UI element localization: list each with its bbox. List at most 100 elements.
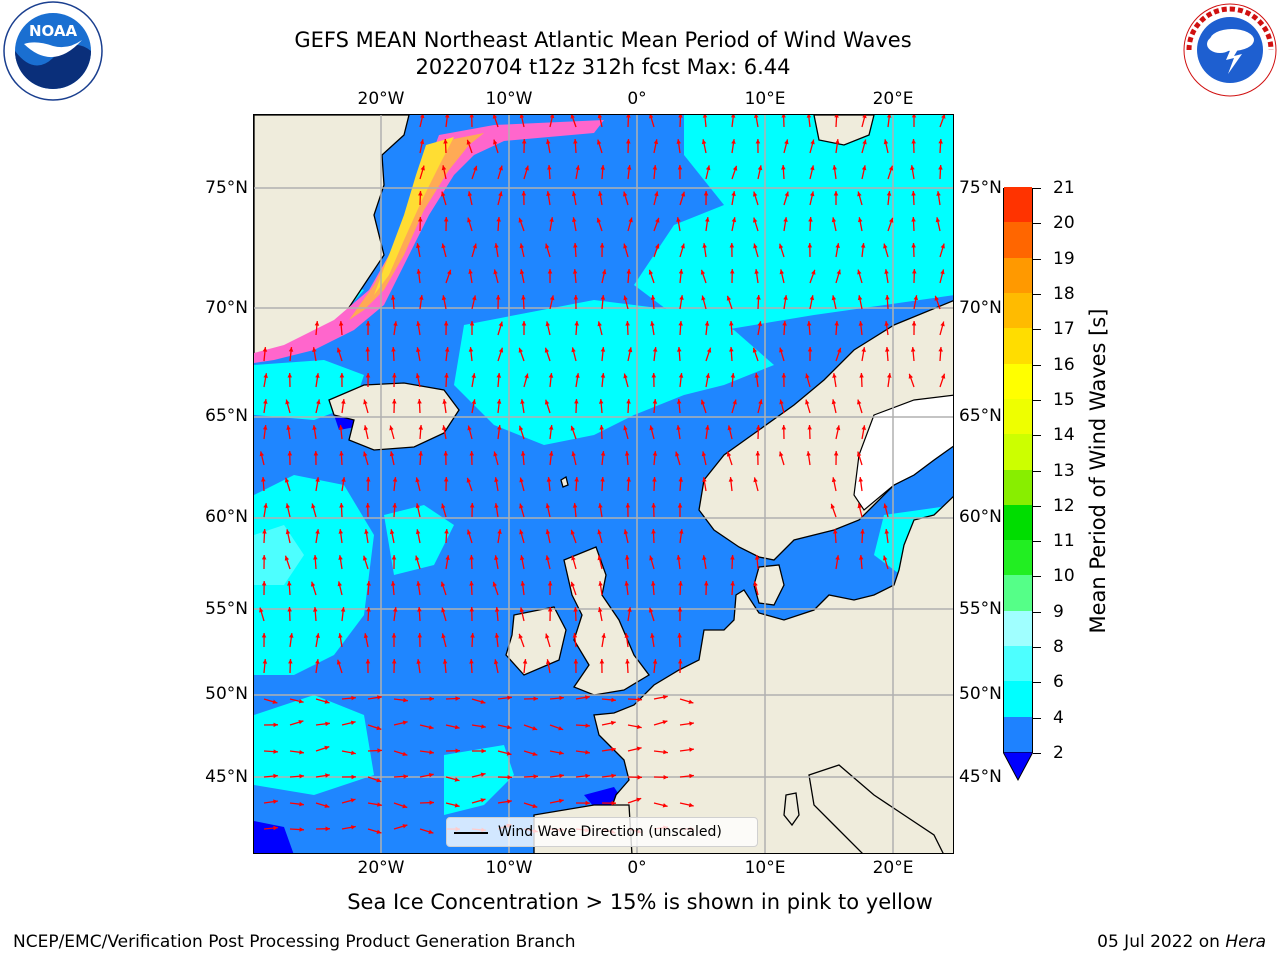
footer-date: 05 Jul 2022 on Hera	[1097, 932, 1266, 952]
wind-wave-arrowhead	[810, 165, 815, 171]
wind-wave-arrowhead	[648, 607, 654, 613]
wind-wave-arrowhead	[467, 425, 472, 431]
wind-wave-arrowhead	[315, 633, 320, 638]
colorbar-tick-mark	[1033, 717, 1041, 719]
wind-wave-arrowhead	[650, 321, 655, 326]
wind-wave-arrowhead	[625, 321, 630, 326]
wind-wave-arrowhead	[521, 295, 526, 300]
lat-tick-right-65n: 65°N	[959, 406, 1002, 426]
wind-wave-arrowhead	[677, 165, 683, 170]
wind-wave-arrowhead	[636, 724, 642, 729]
wind-wave-arrowhead	[338, 555, 343, 560]
wind-wave-arrowhead	[351, 695, 356, 701]
wind-wave-arrowhead	[857, 451, 862, 457]
wind-wave-arrowhead	[573, 295, 579, 300]
wind-wave-arrowhead	[340, 607, 346, 612]
wind-wave-arrowhead	[455, 748, 460, 753]
colorbar-bin	[1004, 645, 1032, 682]
wind-wave-arrowhead	[493, 139, 498, 145]
wind-wave-arrowhead	[936, 191, 941, 196]
colorbar-bin	[1004, 504, 1032, 541]
wind-wave-arrowhead	[835, 139, 840, 144]
wind-wave-arrowhead	[364, 529, 369, 534]
wind-wave-arrowhead	[494, 633, 500, 638]
wind-wave-arrowhead	[861, 425, 866, 430]
wind-wave-arrowhead	[442, 425, 447, 430]
wind-wave-arrowhead	[831, 477, 837, 483]
wind-wave-arrowhead	[416, 243, 421, 248]
wind-wave-arrowhead	[391, 555, 397, 560]
wind-wave-arrowhead	[558, 726, 564, 731]
wind-wave-arrowhead	[455, 696, 460, 701]
wind-wave-arrowhead	[910, 165, 915, 170]
wind-wave-arrowhead	[625, 555, 630, 560]
wind-wave-arrowhead	[469, 581, 474, 586]
wind-wave-arrowhead	[393, 321, 398, 326]
wind-wave-arrowhead	[545, 555, 550, 561]
wind-wave-arrowhead	[940, 243, 945, 249]
wind-wave-arrowhead	[315, 477, 320, 482]
wind-wave-arrowhead	[831, 399, 837, 405]
wind-wave-arrowhead	[416, 269, 422, 274]
wind-wave-arrowhead	[415, 373, 421, 379]
lat-tick-left-65n: 65°N	[205, 406, 248, 426]
wind-wave-arrowhead	[362, 555, 368, 561]
wind-wave-arrowhead	[261, 555, 267, 560]
wind-wave-arrowhead	[416, 581, 421, 586]
wind-wave-arrowhead	[702, 243, 707, 248]
colorbar-bin	[1004, 574, 1032, 611]
wind-wave-arrowhead	[938, 139, 943, 144]
wind-wave-arrowhead	[676, 217, 681, 222]
wind-wave-arrowhead	[678, 321, 683, 326]
wind-wave-arrowhead	[341, 477, 346, 482]
wind-wave-arrowhead	[835, 425, 841, 431]
wind-wave-arrowhead	[272, 699, 278, 704]
wind-wave-arrowhead	[417, 607, 422, 612]
wind-wave-arrowhead	[497, 425, 502, 430]
wind-wave-arrowhead	[883, 503, 888, 509]
wind-wave-arrowhead	[519, 555, 525, 561]
wind-wave-arrowhead	[756, 425, 761, 430]
wind-wave-arrowhead	[834, 321, 839, 326]
wind-wave-arrowhead	[678, 659, 683, 664]
wind-wave-arrowhead	[376, 725, 382, 731]
wind-wave-arrowhead	[324, 803, 330, 808]
wind-wave-arrowhead	[402, 803, 408, 809]
wind-wave-arrowhead	[521, 139, 527, 144]
wind-wave-arrowhead	[655, 243, 660, 249]
wind-wave-arrowhead	[315, 659, 320, 664]
wind-wave-arrowhead	[287, 581, 292, 586]
wind-wave-arrowhead	[637, 775, 642, 780]
wind-wave-arrowhead	[705, 217, 710, 222]
wind-wave-arrowhead	[940, 269, 945, 275]
wind-wave-arrowhead	[392, 477, 398, 482]
colorbar-tick-label: 16	[1053, 354, 1075, 375]
colorbar-bin	[1004, 716, 1032, 752]
lat-tick-right-75n: 75°N	[959, 178, 1002, 198]
wind-wave-arrowhead	[284, 555, 290, 561]
wind-wave-arrowhead	[546, 477, 552, 482]
wind-wave-arrowhead	[857, 503, 862, 509]
wind-wave-arrowhead	[726, 451, 732, 457]
wind-wave-arrowhead	[730, 555, 735, 560]
wind-wave-arrowhead	[570, 581, 575, 587]
wind-wave-arrowhead	[417, 399, 422, 404]
wind-wave-arrowhead	[325, 826, 330, 832]
wind-wave-arrowhead	[654, 191, 659, 197]
wind-wave-arrowhead	[365, 321, 371, 326]
wind-wave-arrowhead	[783, 217, 788, 222]
wind-wave-arrowhead	[287, 451, 293, 456]
wind-wave-arrowhead	[262, 347, 268, 352]
wind-wave-arrowhead	[469, 607, 474, 612]
wind-wave-arrowhead	[626, 399, 631, 404]
wind-wave-arrowhead	[419, 139, 425, 145]
wind-wave-arrowhead	[626, 139, 631, 144]
wind-wave-arrowhead	[443, 217, 449, 222]
wind-wave-arrowhead	[520, 399, 525, 404]
wind-wave-arrowhead	[519, 529, 524, 535]
wind-wave-arrowhead	[441, 243, 446, 249]
wind-wave-arrowhead	[377, 802, 382, 807]
lon-tick-top-20e: 20°E	[872, 89, 914, 109]
wind-wave-arrowhead	[390, 295, 396, 300]
wind-wave-arrowhead	[549, 295, 555, 301]
